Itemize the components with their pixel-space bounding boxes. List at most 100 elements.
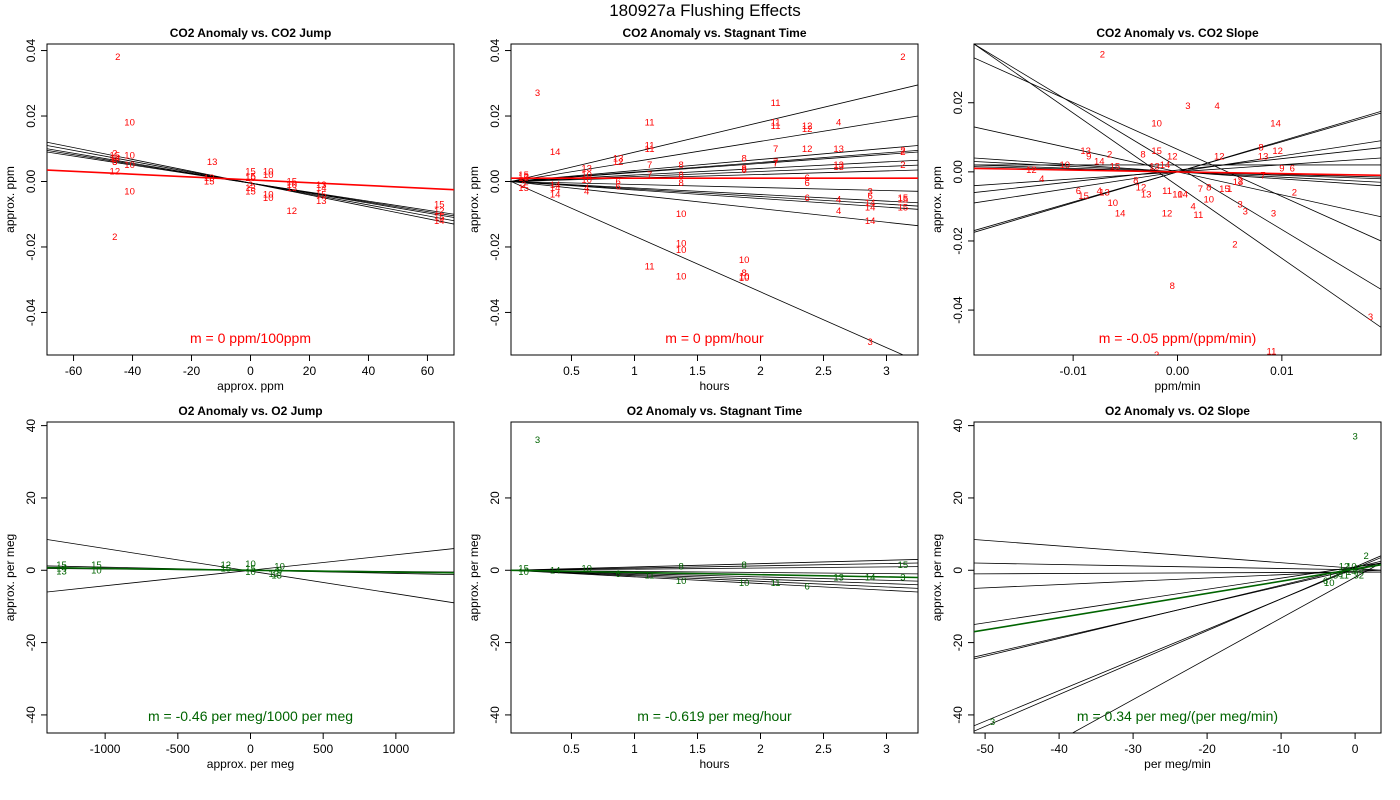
- co2_jump-ytick-label: -0.02: [24, 233, 38, 261]
- o2_jump-data-point: 10: [245, 559, 256, 570]
- o2_stagnant-ylabel: approx. per meg: [467, 534, 481, 621]
- o2_jump-data-point: 13: [56, 566, 67, 577]
- co2_slope-data-point: 13: [1258, 151, 1269, 162]
- co2_stagnant-data-point: 8: [741, 154, 746, 165]
- co2_stagnant-ytick-label: 0.02: [488, 104, 502, 128]
- co2_stagnant-data-point: 2: [900, 52, 905, 63]
- co2_stagnant-fit-line: [511, 145, 918, 182]
- co2_slope-xtick-label: 0.00: [1166, 364, 1190, 378]
- o2_stagnant-data-point: 3: [535, 435, 540, 446]
- o2_stagnant-data-point: 10: [676, 576, 687, 587]
- co2_slope-data-point: 4: [1191, 201, 1196, 212]
- co2_slope-data-point: 15: [1151, 146, 1162, 157]
- co2_slope-data-point: 10: [1151, 118, 1162, 129]
- co2_slope-xlabel: ppm/min: [1154, 379, 1200, 393]
- o2_slope-xtick-label: -20: [1198, 742, 1216, 756]
- co2_stagnant-data-point: 4: [836, 195, 841, 206]
- co2_slope-data-point: 13: [1099, 188, 1110, 199]
- o2_stagnant-data-point: 8: [678, 562, 683, 573]
- o2_jump-xtick-label: -500: [166, 742, 190, 756]
- co2_jump-data-point: 13: [287, 183, 298, 194]
- co2_stagnant-data-point: 12: [802, 124, 813, 135]
- co2_stagnant-data-point: 11: [645, 118, 655, 129]
- co2_jump-xtick-label: 20: [303, 364, 317, 378]
- co2_slope-data-point: 14: [1094, 156, 1105, 167]
- co2_stagnant-data-point: 10: [581, 170, 592, 181]
- co2_jump-data-point: 15: [245, 186, 256, 197]
- o2_slope-data-point: 6: [1323, 576, 1328, 587]
- co2_stagnant-data-point: 10: [676, 239, 687, 250]
- o2_jump-xtick-label: 1000: [383, 742, 410, 756]
- co2_stagnant-fit-line: [511, 181, 918, 207]
- co2_stagnant-data-point: 14: [550, 190, 561, 201]
- co2_jump-ytick-label: 0.02: [24, 104, 38, 128]
- co2_jump-data-point: 10: [263, 167, 274, 178]
- o2_jump-xtick-label: 0: [247, 742, 254, 756]
- co2_slope-data-point: 15: [1078, 191, 1089, 202]
- o2_slope-title: O2 Anomaly vs. O2 Slope: [1105, 404, 1250, 418]
- o2_jump-ytick-label: -20: [24, 634, 38, 652]
- co2_stagnant-data-point: 7: [773, 158, 778, 169]
- co2_stagnant-fit-line: [511, 181, 918, 192]
- co2_stagnant-data-point: 10: [581, 175, 592, 186]
- co2_slope-data-point: 2: [1237, 175, 1242, 186]
- co2_stagnant-data-point: 14: [550, 147, 561, 158]
- co2_jump-data-point: 10: [263, 170, 274, 181]
- co2_jump-data-point: 8: [112, 157, 117, 168]
- co2_slope-data-point: 13: [1149, 162, 1160, 173]
- o2_slope-data-point: 13: [1328, 571, 1339, 582]
- co2_slope-data-point: 10: [1204, 195, 1215, 206]
- co2_jump-data-point: 12: [434, 206, 445, 217]
- o2_slope-fit-line: [974, 562, 1381, 625]
- co2_stagnant-data-point: 4: [836, 118, 841, 129]
- o2_slope-xtick-label: -40: [1050, 742, 1068, 756]
- o2_stagnant-title: O2 Anomaly vs. Stagnant Time: [627, 404, 803, 418]
- co2_slope-data-point: 3: [1237, 200, 1242, 211]
- co2_stagnant-data-point: 11: [645, 144, 655, 155]
- co2_slope-fit-line: [974, 44, 1381, 290]
- co2_slope-data-point: 2: [1107, 150, 1112, 161]
- co2_stagnant-data-point: 11: [645, 262, 655, 273]
- co2_jump-data-point: 2: [115, 52, 120, 63]
- co2_slope-data-point: 12: [1162, 208, 1173, 219]
- co2_jump-data-point: 15: [245, 167, 256, 178]
- co2_jump-data-point: 15: [245, 172, 256, 183]
- co2_slope-fit-line: [974, 57, 1381, 242]
- co2_stagnant-fit-line: [511, 84, 918, 182]
- o2_jump-data-point: 10: [274, 562, 285, 573]
- co2_jump-data-point: 2: [112, 232, 117, 243]
- co2_stagnant-fit-line: [511, 181, 905, 355]
- co2_slope-data-point: 6: [1076, 186, 1081, 197]
- co2_stagnant-ytick-label: 0.00: [488, 169, 502, 193]
- co2_slope-ytick-label: 0.02: [951, 91, 965, 115]
- o2_slope-data-point: 3: [1352, 431, 1357, 442]
- co2_stagnant-xtick-label: 1: [631, 364, 638, 378]
- o2_stagnant-ytick-label: -20: [488, 634, 502, 652]
- co2_jump-data-point: 13: [245, 183, 256, 194]
- co2_stagnant-data-point: 6: [867, 191, 872, 202]
- co2_slope-ytick-label: -0.04: [951, 296, 965, 324]
- o2_slope-xtick-label: 0: [1352, 742, 1359, 756]
- co2_jump-data-point: 12: [287, 206, 298, 217]
- o2_stagnant-fit-line: [511, 562, 918, 571]
- o2_stagnant-slope-annotation: m = -0.619 per meg/hour: [637, 708, 792, 724]
- co2_stagnant-data-point: 10: [739, 271, 750, 282]
- co2_jump-data-point: 15: [434, 199, 445, 210]
- o2_jump-data-point: 10: [91, 565, 102, 576]
- co2_jump-data-point: 10: [245, 173, 256, 184]
- co2_stagnant-data-point: 3: [867, 186, 872, 197]
- co2_stagnant-data-point: 8: [741, 163, 746, 174]
- o2_slope-ylabel: approx. per meg: [930, 534, 944, 621]
- co2_slope-data-point: 4: [1215, 101, 1220, 112]
- co2_stagnant-fit-line: [511, 169, 918, 182]
- o2_stagnant-xtick-label: 1.5: [689, 742, 706, 756]
- o2_jump-fit-line: [47, 539, 454, 604]
- o2_jump-title: O2 Anomaly vs. O2 Jump: [178, 404, 322, 418]
- co2_slope-data-point: 15: [1219, 184, 1230, 195]
- co2_slope-data-point: 3: [1271, 208, 1276, 219]
- co2_slope-data-point: 12: [1026, 165, 1037, 176]
- co2_jump-data-point: 10: [124, 150, 135, 161]
- co2_slope-data-point: 2: [1292, 188, 1297, 199]
- co2_jump-data-point: 12: [110, 167, 121, 178]
